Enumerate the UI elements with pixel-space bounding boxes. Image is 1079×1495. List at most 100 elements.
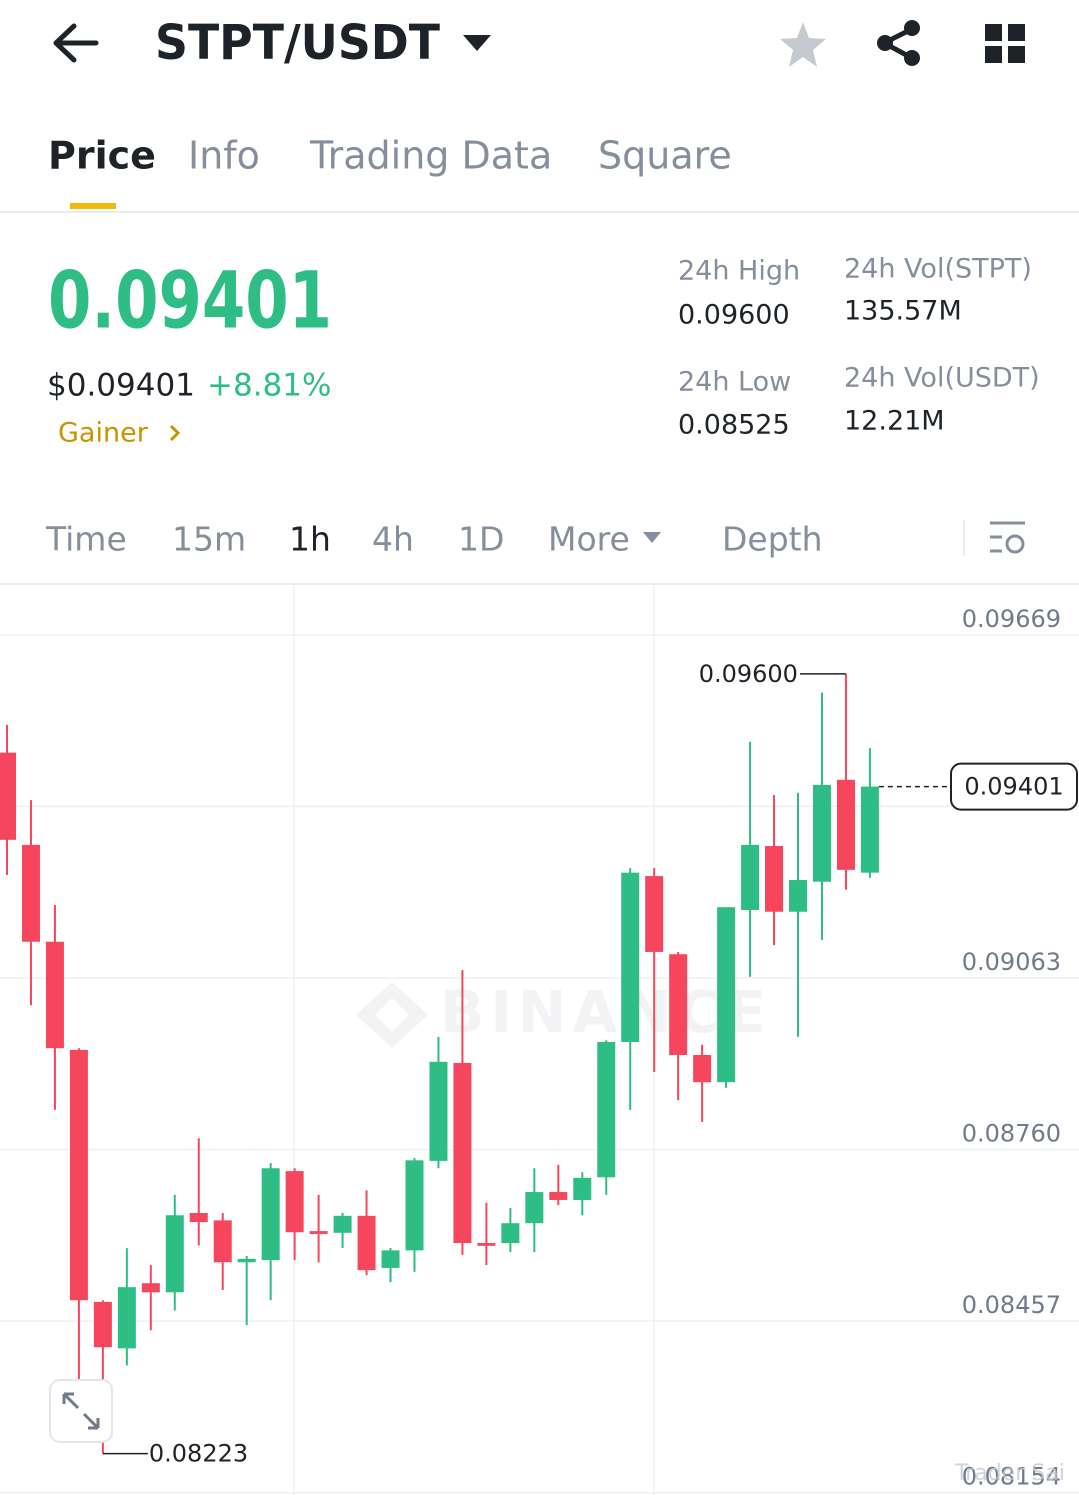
candle-body bbox=[693, 1055, 712, 1083]
candle-body bbox=[597, 1041, 616, 1178]
back-icon bbox=[53, 23, 99, 63]
y-tick-label: 0.08457 bbox=[962, 1291, 1061, 1319]
candle-body bbox=[645, 876, 664, 952]
last-price-label: 0.09401 bbox=[964, 773, 1063, 801]
watermark: BINANCE bbox=[356, 978, 772, 1048]
last-price-box bbox=[950, 762, 1078, 811]
y-axis: 0.096690.093660.090630.087600.084570.081… bbox=[0, 605, 1079, 1494]
candle-body bbox=[405, 1160, 424, 1251]
more-dropdown bbox=[643, 532, 661, 543]
chevron bbox=[169, 424, 181, 442]
candle-body bbox=[261, 1168, 280, 1260]
candle-body bbox=[621, 872, 640, 1042]
stat-value: 0.09600 bbox=[678, 300, 790, 331]
candle-body bbox=[357, 1215, 376, 1271]
interval-active[interactable]: 1h bbox=[289, 520, 331, 559]
back-button[interactable] bbox=[53, 23, 99, 63]
y-tick-label: 0.08154 bbox=[962, 1463, 1061, 1491]
candle-body bbox=[333, 1215, 352, 1233]
interval[interactable]: 4h bbox=[372, 520, 414, 559]
candle-body bbox=[741, 844, 760, 911]
candle-body bbox=[573, 1177, 592, 1200]
last-price: 0.09401 bbox=[48, 256, 332, 346]
stat-value: 135.57M bbox=[844, 296, 962, 327]
candle-body bbox=[141, 1283, 160, 1293]
tab[interactable]: Square bbox=[598, 134, 732, 178]
tab-indicator bbox=[70, 203, 116, 209]
high-label: 0.09600 bbox=[699, 660, 798, 688]
icon-gear bbox=[1005, 534, 1025, 554]
low-label: 0.08223 bbox=[149, 1440, 248, 1468]
button-frame bbox=[49, 1379, 113, 1443]
candle-body bbox=[21, 844, 40, 942]
candle-body bbox=[860, 786, 879, 873]
stat-label: 24h Vol(USDT) bbox=[844, 363, 1040, 394]
y-tick-label: 0.09669 bbox=[962, 605, 1061, 633]
candle-body bbox=[501, 1223, 520, 1244]
tab-active[interactable]: Price bbox=[48, 134, 156, 178]
stat-label: 24h Low bbox=[678, 367, 791, 398]
candle-body bbox=[812, 784, 831, 882]
candle-body bbox=[93, 1301, 112, 1348]
interval[interactable]: 15m bbox=[172, 520, 246, 559]
stat-value: 12.21M bbox=[844, 406, 945, 437]
share-dot bbox=[904, 50, 920, 66]
candle-body bbox=[429, 1061, 448, 1161]
gainer-tag: Gainer bbox=[58, 418, 149, 449]
gainer-link[interactable]: Gainer bbox=[58, 418, 181, 449]
menu-grid[interactable] bbox=[985, 24, 1025, 63]
candle-body bbox=[237, 1258, 256, 1263]
candle-body bbox=[213, 1220, 232, 1263]
expand-button[interactable] bbox=[49, 1379, 113, 1443]
candle-body bbox=[549, 1192, 568, 1200]
candle-body bbox=[285, 1171, 304, 1233]
candle-body bbox=[669, 954, 688, 1056]
watermark-text: Trader Sai bbox=[954, 1461, 1065, 1486]
candle-body bbox=[189, 1212, 208, 1223]
grid-cell bbox=[1008, 24, 1025, 41]
candlestick-chart: 0.096690.093660.090630.087600.084570.081… bbox=[0, 605, 1079, 1494]
share-button[interactable] bbox=[877, 20, 920, 66]
interval[interactable]: 1D bbox=[458, 520, 504, 559]
favorite-star[interactable] bbox=[780, 22, 826, 67]
pair-title[interactable]: STPT/USDT bbox=[155, 15, 440, 71]
interval-more[interactable]: More bbox=[548, 520, 630, 559]
candle-body bbox=[45, 941, 64, 1049]
watermark-text: BINANCE bbox=[440, 978, 772, 1046]
pair-dropdown[interactable] bbox=[463, 35, 491, 51]
candle-body bbox=[165, 1215, 184, 1293]
chart-settings[interactable] bbox=[990, 521, 1025, 554]
share-dot bbox=[904, 20, 920, 36]
stat-label: 24h High bbox=[678, 256, 800, 287]
interval[interactable]: Time bbox=[45, 520, 127, 559]
candle-body bbox=[789, 880, 808, 912]
candle-body bbox=[477, 1243, 496, 1246]
candle-body bbox=[381, 1250, 400, 1268]
price-usd: $0.09401 bbox=[47, 368, 195, 404]
candle-body bbox=[765, 846, 784, 912]
candle-body bbox=[0, 752, 16, 840]
share-dot bbox=[877, 35, 893, 51]
price-change: +8.81% bbox=[207, 368, 331, 404]
stat-value: 0.08525 bbox=[678, 410, 790, 441]
candle-body bbox=[309, 1231, 328, 1234]
candle-body bbox=[836, 779, 855, 870]
grid-cell bbox=[1008, 46, 1025, 63]
y-tick-label: 0.08760 bbox=[962, 1120, 1061, 1148]
candle-body bbox=[453, 1062, 472, 1244]
expand-icon bbox=[62, 1392, 100, 1430]
grid-cell bbox=[985, 46, 1002, 63]
watermark-logo bbox=[356, 982, 428, 1048]
depth-tab[interactable]: Depth bbox=[722, 520, 823, 559]
candle-body bbox=[69, 1049, 88, 1301]
tab[interactable]: Info bbox=[188, 134, 260, 178]
tab[interactable]: Trading Data bbox=[309, 134, 552, 178]
y-tick-label: 0.09063 bbox=[962, 948, 1061, 976]
candle-body bbox=[717, 907, 736, 1083]
stat-label: 24h Vol(STPT) bbox=[844, 254, 1032, 285]
candle-body bbox=[117, 1287, 136, 1349]
candle-body bbox=[525, 1192, 544, 1224]
grid-cell bbox=[985, 24, 1002, 41]
